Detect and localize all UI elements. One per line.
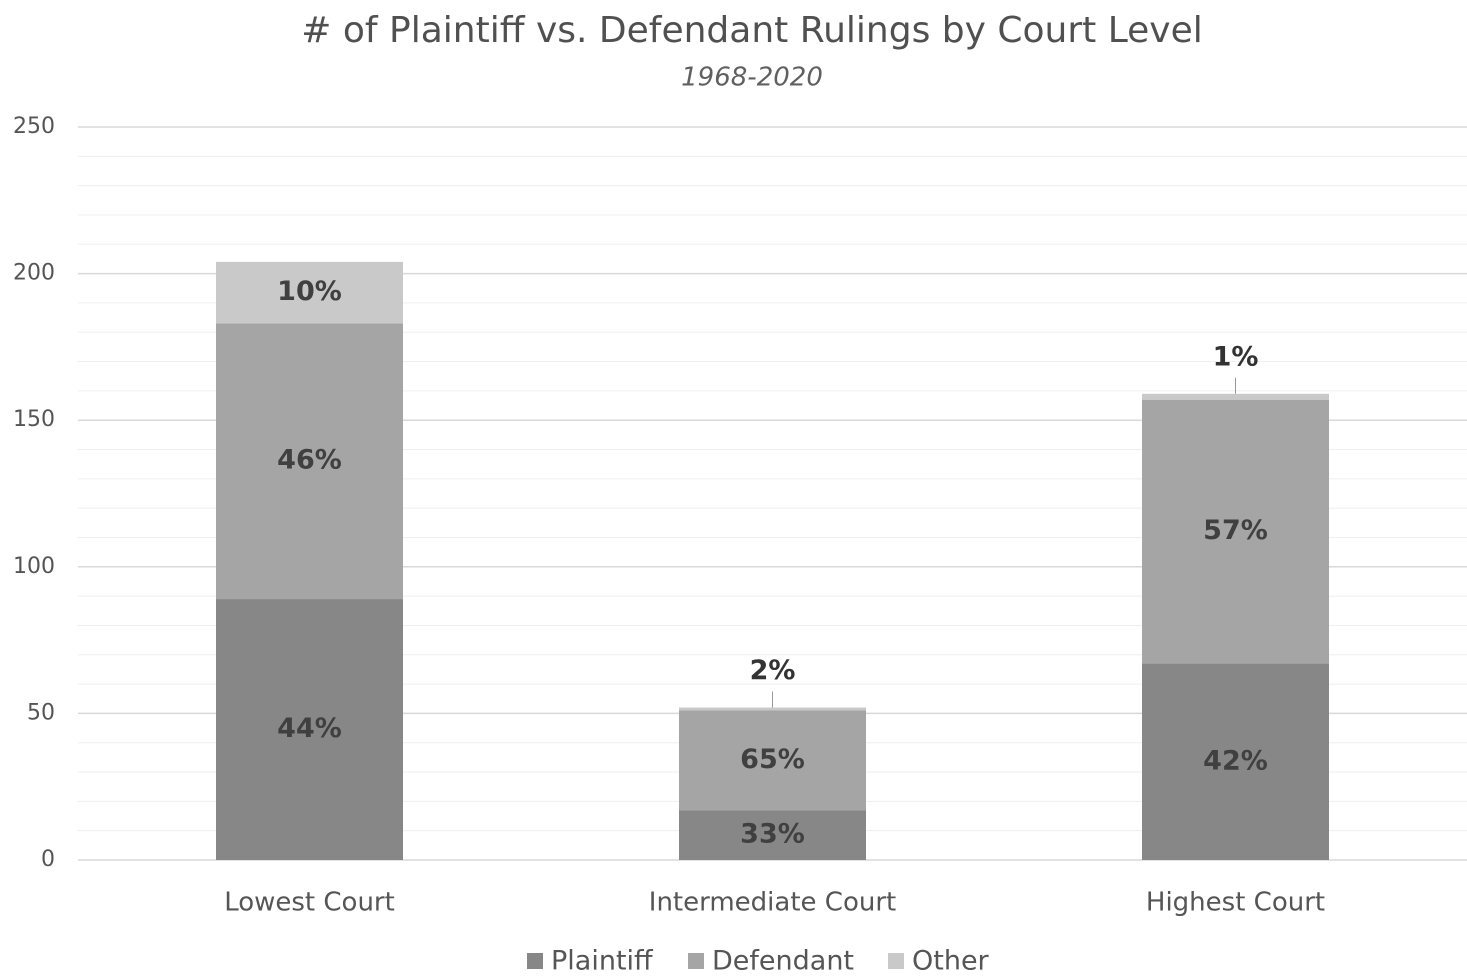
y-tick-label: 50 — [27, 700, 55, 725]
bar-segment — [679, 707, 866, 711]
legend-label: Plaintiff — [551, 946, 654, 976]
bar-segment — [216, 261, 403, 324]
bar-segment — [1142, 393, 1329, 400]
data-label: 46% — [277, 445, 342, 476]
y-tick-label: 200 — [13, 261, 55, 286]
legend-label: Other — [912, 946, 990, 976]
chart-title: # of Plaintiff vs. Defendant Rulings by … — [301, 10, 1203, 51]
legend-label: Defendant — [712, 946, 854, 976]
x-tick-label: Intermediate Court — [649, 888, 896, 918]
data-label: 42% — [1203, 745, 1268, 776]
data-label: 1% — [1213, 341, 1259, 372]
y-tick-label: 250 — [13, 114, 55, 139]
bar-segment — [1142, 663, 1329, 860]
legend-swatch — [527, 953, 543, 969]
data-label: 57% — [1203, 515, 1268, 546]
y-tick-label: 150 — [13, 407, 55, 432]
x-tick-label: Highest Court — [1146, 888, 1325, 918]
y-tick-label: 100 — [13, 554, 55, 579]
data-label: 2% — [750, 655, 796, 686]
bar-segment — [1142, 399, 1329, 664]
chart-subtitle: 1968-2020 — [681, 63, 823, 93]
bar-segment — [216, 599, 403, 860]
data-label: 10% — [277, 276, 342, 307]
x-tick-label: Lowest Court — [224, 888, 395, 918]
bar-segment — [679, 810, 866, 860]
data-label: 44% — [277, 713, 342, 744]
bar-segment — [216, 323, 403, 600]
legend-swatch — [888, 953, 904, 969]
y-tick-label: 0 — [41, 847, 55, 872]
data-label: 33% — [740, 819, 805, 850]
bar-segment — [679, 710, 866, 811]
legend-swatch — [688, 953, 704, 969]
data-label: 65% — [740, 744, 805, 775]
